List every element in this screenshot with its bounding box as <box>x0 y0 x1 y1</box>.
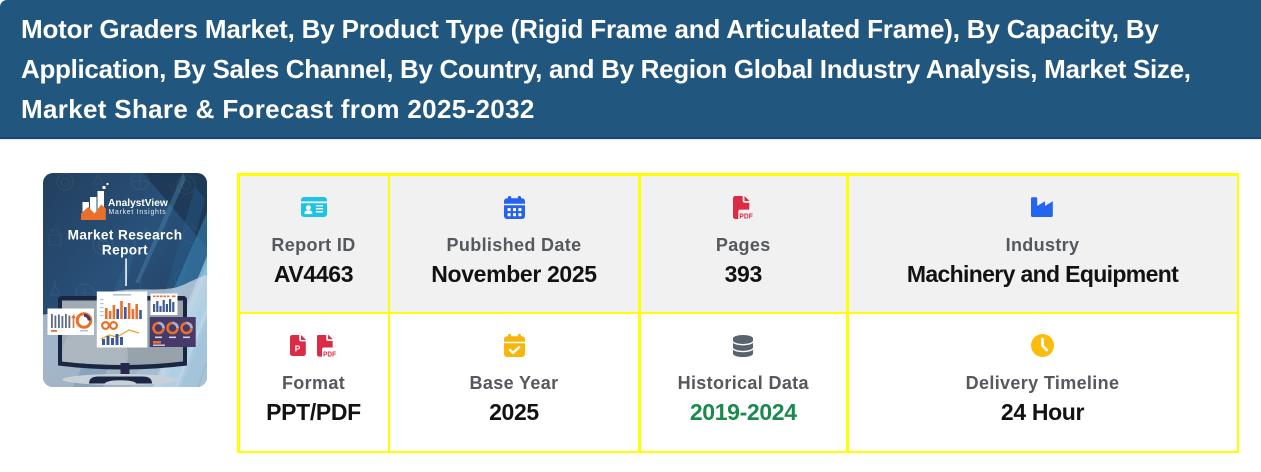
svg-text:AnalystView: AnalystView <box>108 198 168 209</box>
svg-text:Market Research: Market Research <box>68 228 183 243</box>
svg-text:PDF: PDF <box>740 211 754 218</box>
svg-text:Report: Report <box>102 243 148 258</box>
svg-text:P: P <box>295 343 301 353</box>
svg-text:Market Insights: Market Insights <box>109 209 167 216</box>
